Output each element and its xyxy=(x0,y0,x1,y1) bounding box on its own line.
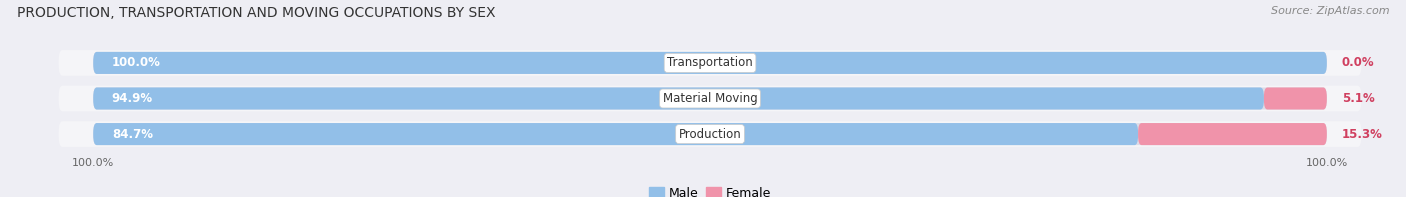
Text: Transportation: Transportation xyxy=(668,56,752,69)
FancyBboxPatch shape xyxy=(59,86,1361,111)
FancyBboxPatch shape xyxy=(59,50,1361,76)
Text: 94.9%: 94.9% xyxy=(111,92,153,105)
FancyBboxPatch shape xyxy=(93,52,1327,74)
FancyBboxPatch shape xyxy=(59,121,1361,147)
FancyBboxPatch shape xyxy=(1264,87,1327,110)
Text: Source: ZipAtlas.com: Source: ZipAtlas.com xyxy=(1271,6,1389,16)
FancyBboxPatch shape xyxy=(93,87,1264,110)
FancyBboxPatch shape xyxy=(93,52,1327,74)
Text: 0.0%: 0.0% xyxy=(1341,56,1374,69)
Text: Material Moving: Material Moving xyxy=(662,92,758,105)
FancyBboxPatch shape xyxy=(1137,123,1327,145)
FancyBboxPatch shape xyxy=(93,87,1327,110)
Text: 84.7%: 84.7% xyxy=(111,128,153,141)
Text: 100.0%: 100.0% xyxy=(111,56,160,69)
Text: 15.3%: 15.3% xyxy=(1341,128,1382,141)
Text: PRODUCTION, TRANSPORTATION AND MOVING OCCUPATIONS BY SEX: PRODUCTION, TRANSPORTATION AND MOVING OC… xyxy=(17,6,495,20)
Legend: Male, Female: Male, Female xyxy=(644,182,776,197)
Text: Production: Production xyxy=(679,128,741,141)
FancyBboxPatch shape xyxy=(93,123,1137,145)
FancyBboxPatch shape xyxy=(93,123,1327,145)
Text: 5.1%: 5.1% xyxy=(1341,92,1375,105)
